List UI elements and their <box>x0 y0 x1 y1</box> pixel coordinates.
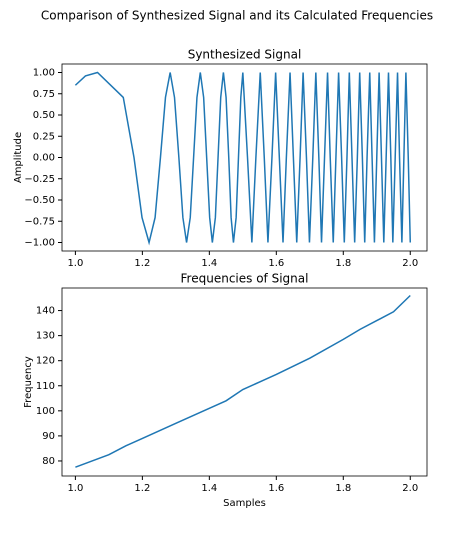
y-tick-label: 0.75 <box>33 89 55 100</box>
x-tick-label: 1.4 <box>201 258 217 269</box>
axes-frame <box>61 287 428 477</box>
x-tick-label: 1.0 <box>67 483 83 494</box>
y-tick-label: 0.25 <box>33 131 55 142</box>
x-tick-label: 1.6 <box>268 258 284 269</box>
y-tick-label: −0.75 <box>24 216 55 227</box>
y-tick-label: 90 <box>42 431 55 442</box>
y-tick-label: −0.25 <box>24 174 55 185</box>
y-tick-label: 0.00 <box>33 153 55 164</box>
y-tick-label: 100 <box>36 406 55 417</box>
y-tick-label: −1.00 <box>24 238 55 249</box>
axes-title: Frequencies of Signal <box>181 272 309 286</box>
x-tick-label: 1.6 <box>268 483 284 494</box>
x-tick-label: 2.0 <box>402 258 418 269</box>
signal-line <box>75 294 411 468</box>
y-axis-label: Amplitude <box>13 132 24 183</box>
figure-title: Comparison of Synthesized Signal and its… <box>41 9 433 23</box>
y-tick-label: 1.00 <box>33 68 55 79</box>
y-tick-label: −0.50 <box>24 195 55 206</box>
x-axis-label: Samples <box>223 498 266 509</box>
y-tick-label: 0.50 <box>33 110 55 121</box>
y-tick-label: 110 <box>36 381 55 392</box>
axes-frame <box>61 63 428 252</box>
signal-line <box>74 71 412 246</box>
y-axis-label: Frequency <box>23 356 34 408</box>
y-tick-label: 80 <box>42 456 55 467</box>
x-tick-label: 1.4 <box>201 483 217 494</box>
y-tick-label: 140 <box>36 306 55 317</box>
x-tick-label: 1.8 <box>335 258 351 269</box>
x-tick-label: 2.0 <box>402 483 418 494</box>
y-tick-label: 120 <box>36 356 55 367</box>
axes-title: Synthesized Signal <box>188 48 302 62</box>
y-tick-label: 130 <box>36 331 55 342</box>
x-tick-label: 1.2 <box>134 483 150 494</box>
x-tick-label: 1.0 <box>67 258 83 269</box>
x-tick-label: 1.8 <box>335 483 351 494</box>
x-tick-label: 1.2 <box>134 258 150 269</box>
